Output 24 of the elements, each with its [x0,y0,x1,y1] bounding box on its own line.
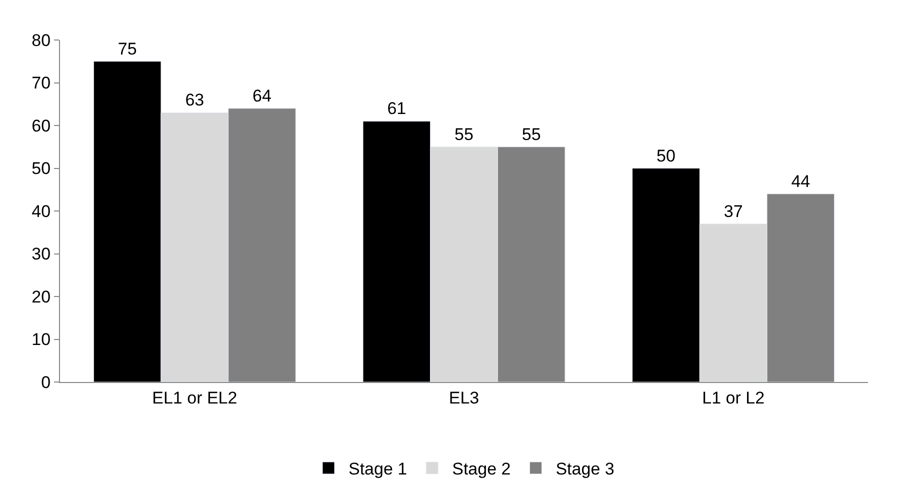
y-tick-label: 70 [32,74,51,93]
x-tick-label: L1 or L2 [702,388,765,408]
y-tick-label: 0 [41,372,51,392]
data-label: 44 [791,172,810,191]
legend-label: Stage 3 [556,460,614,479]
x-tick-label: EL1 or EL2 [152,388,238,408]
data-label: 75 [118,39,137,58]
y-tick-label: 60 [32,116,51,136]
data-label: 37 [724,202,743,221]
data-label: 63 [185,90,204,110]
data-label: 61 [387,99,406,118]
y-tick-label: 40 [32,202,51,221]
data-label: 55 [454,124,474,144]
x-tick-label: EL3 [448,388,480,408]
y-tick-label: 80 [32,30,51,50]
y-tick-label: 30 [32,244,51,264]
legend-label: Stage 1 [348,460,408,479]
y-tick-label: 20 [32,287,51,306]
data-label: 64 [252,86,272,106]
y-tick-label: 50 [32,159,51,178]
y-tick-label: 10 [32,330,51,350]
legend-label: Stage 2 [452,460,511,479]
data-label: 50 [656,146,676,166]
data-label: 55 [522,124,541,144]
